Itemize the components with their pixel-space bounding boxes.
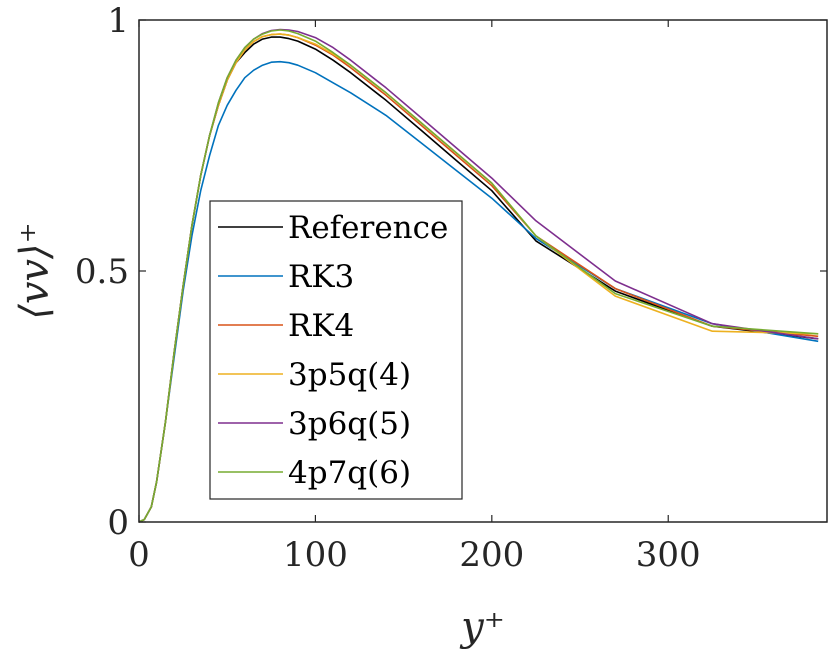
y-tick-label: 0.5: [75, 252, 129, 292]
legend-label-4: 3p5q(4): [288, 357, 411, 393]
legend-entries: Reference RK3 RK4 3p5q(4) 3p6q(5) 4p7q(6): [218, 210, 448, 491]
y-tick-label: 0: [107, 503, 129, 543]
legend-label-5: 3p6q(5): [288, 406, 411, 442]
x-tick-label: 0: [128, 535, 150, 575]
legend: Reference RK3 RK4 3p5q(4) 3p6q(5) 4p7q(6): [209, 200, 463, 500]
x-axis-ticks: 0 100 200 300: [128, 20, 701, 575]
y-axis-ticks: 00.51: [75, 1, 827, 543]
legend-label-6: 4p7q(6): [288, 455, 411, 491]
legend-label-2: RK3: [288, 259, 354, 295]
legend-label-1: Reference: [288, 210, 448, 246]
legend-box: [209, 200, 463, 500]
x-tick-label: 200: [459, 535, 524, 575]
x-tick-label: 100: [283, 535, 348, 575]
series-lines: [138, 28, 819, 523]
x-tick-label: 300: [636, 535, 701, 575]
y-axis-label: ⟨vv⟩⁺: [12, 222, 58, 320]
legend-label-3: RK4: [288, 308, 354, 344]
y-tick-label: 1: [107, 1, 129, 41]
x-axis-label: y⁺: [459, 604, 505, 650]
series-line-6: [138, 29, 819, 523]
